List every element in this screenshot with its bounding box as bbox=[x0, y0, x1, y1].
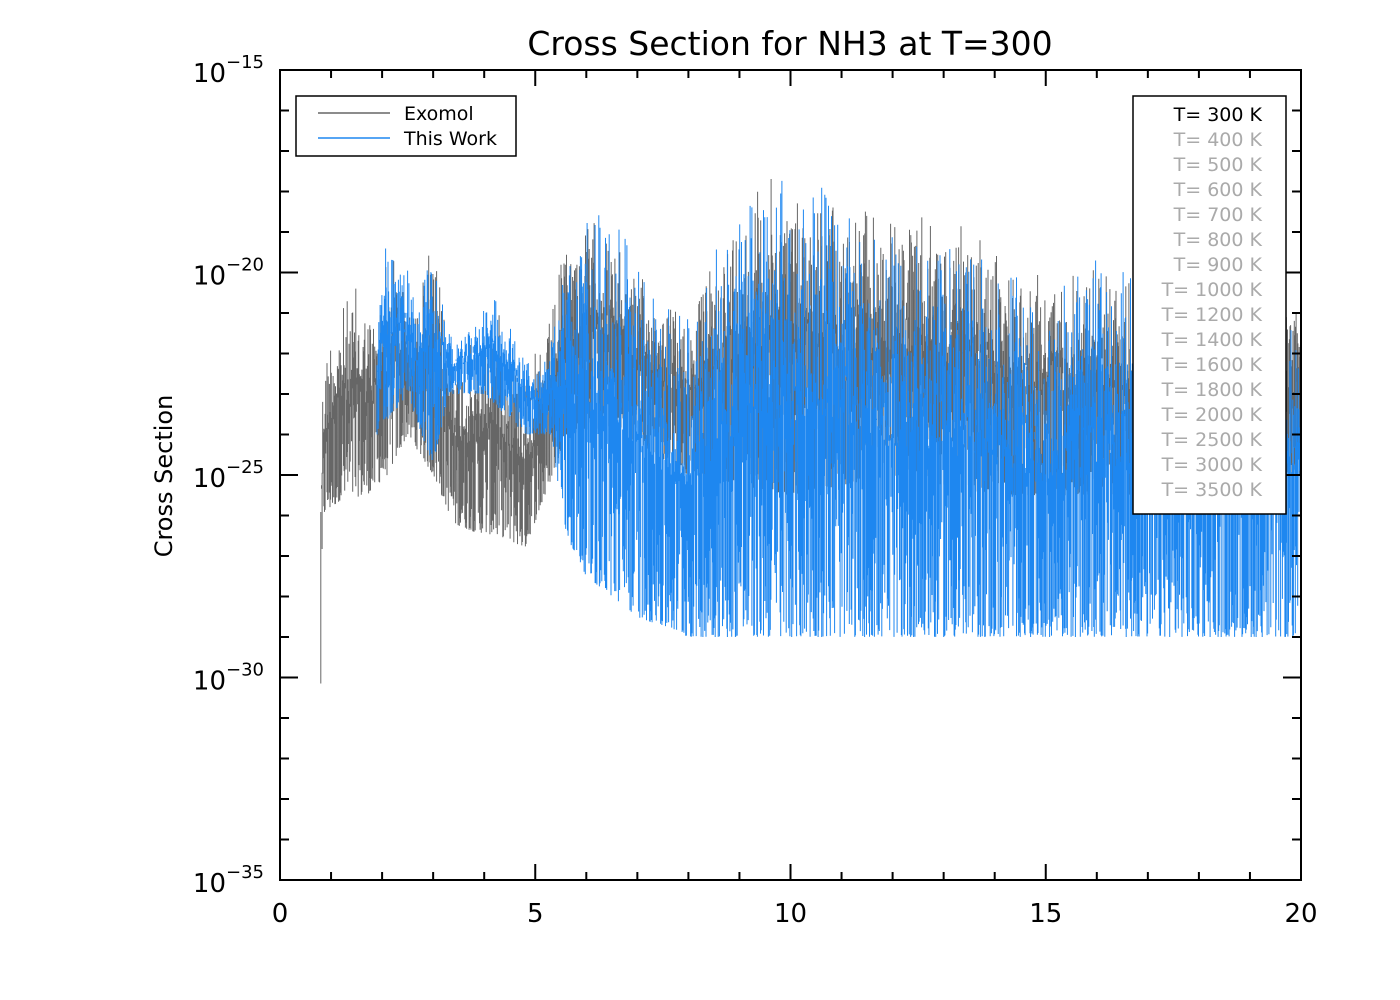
temperature-legend-item: T= 1000 K bbox=[1161, 279, 1263, 301]
x-tick-label: 15 bbox=[1029, 899, 1062, 929]
y-axis-label: Cross Section bbox=[150, 395, 178, 558]
y-tick-label: 10−15 bbox=[193, 52, 264, 89]
temperature-legend-box bbox=[1132, 95, 1287, 515]
temperature-legend-item: T= 2500 K bbox=[1161, 429, 1263, 451]
legend-label: This Work bbox=[403, 128, 497, 150]
temperature-legend-item: T= 800 K bbox=[1173, 229, 1263, 251]
x-tick-label: 10 bbox=[774, 899, 807, 929]
temperature-legend-item: T= 1600 K bbox=[1161, 354, 1263, 376]
temperature-legend-item: T= 2000 K bbox=[1161, 404, 1263, 426]
temperature-legend-item: T= 1200 K bbox=[1161, 304, 1263, 326]
y-tick-label: 10−30 bbox=[193, 660, 264, 697]
temperature-legend-item: T= 3500 K bbox=[1161, 479, 1263, 501]
series-path bbox=[376, 180, 1302, 637]
data-layer bbox=[320, 179, 1302, 684]
temperature-legend-item: T= 3000 K bbox=[1161, 454, 1263, 476]
temperature-legend-item: T= 300 K bbox=[1173, 104, 1263, 126]
series-legend-box bbox=[295, 95, 517, 157]
x-tick-label: 0 bbox=[272, 899, 289, 929]
y-tick-label: 10−20 bbox=[193, 255, 264, 292]
y-tick-label: 10−25 bbox=[193, 457, 264, 494]
chart-title: Cross Section for NH3 at T=300 bbox=[527, 24, 1052, 63]
x-tick-label: 5 bbox=[527, 899, 544, 929]
temperature-legend-item: T= 500 K bbox=[1173, 154, 1263, 176]
temperature-legend-item: T= 1400 K bbox=[1161, 329, 1263, 351]
temperature-legend-item: T= 400 K bbox=[1173, 129, 1263, 151]
series-legend: Exomol This Work bbox=[295, 95, 517, 157]
temperature-legend-item: T= 600 K bbox=[1173, 179, 1263, 201]
temperature-legend: T= 300 K T= 400 K T= 500 K T= 600 K T= 700 K… bbox=[1132, 95, 1287, 515]
temperature-legend-item: T= 1800 K bbox=[1161, 379, 1263, 401]
temperature-legend-item: T= 700 K bbox=[1173, 204, 1263, 226]
legend-label: Exomol bbox=[404, 103, 474, 125]
axes-layer: 0 5 10 15 20 10−15 10−20 10−25 10−30 10−35 bbox=[193, 52, 1318, 929]
y-tick-label: 10−35 bbox=[193, 862, 264, 899]
series-this-work bbox=[376, 180, 1302, 637]
temperature-legend-item: T= 900 K bbox=[1173, 254, 1263, 276]
x-tick-label: 20 bbox=[1284, 899, 1317, 929]
